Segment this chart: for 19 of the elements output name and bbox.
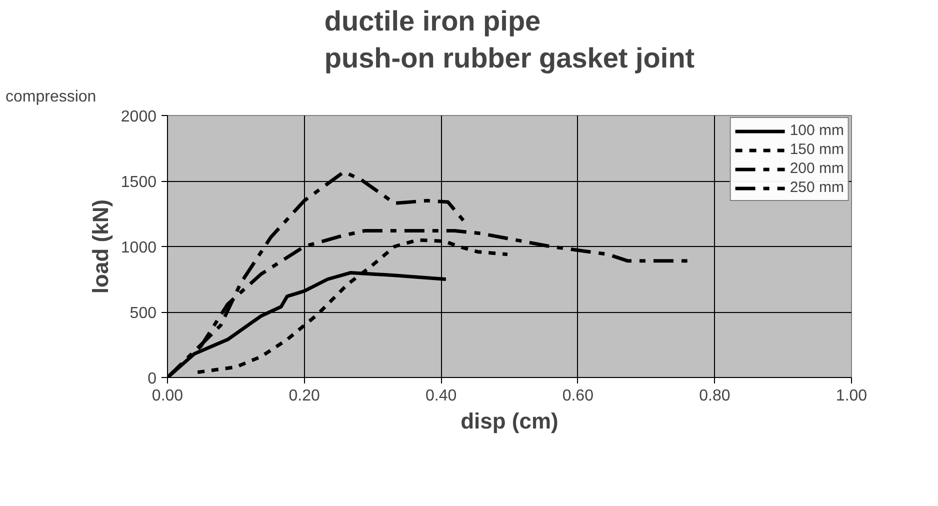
y-tick-label: 1000 xyxy=(120,240,157,256)
y-tick-label: 2000 xyxy=(120,108,157,126)
chart-title: ductile iron pipe push-on rubber gasket joint xyxy=(324,5,695,74)
x-tick-label: 0.20 xyxy=(288,388,320,404)
y-tick-label: 500 xyxy=(130,305,157,322)
x-axis-title: disp (cm) xyxy=(460,408,558,434)
y-tick-label: 1500 xyxy=(120,174,157,191)
legend-label: 250 mm xyxy=(790,179,844,196)
legend-label: 150 mm xyxy=(790,141,844,158)
text: compression xyxy=(6,88,96,106)
x-tick-label: 1.00 xyxy=(836,388,868,404)
x-tick-label: 0.60 xyxy=(562,388,594,404)
y-tick-label: 0 xyxy=(148,370,157,388)
legend-label: 200 mm xyxy=(790,160,844,177)
x-tick-label: 0.40 xyxy=(426,388,457,404)
legend-label: 100 mm xyxy=(790,122,844,139)
x-tick-label: 0.00 xyxy=(152,388,184,404)
y-axis-title: load (kN) xyxy=(88,199,113,294)
x-tick-label: 0.80 xyxy=(699,388,730,404)
